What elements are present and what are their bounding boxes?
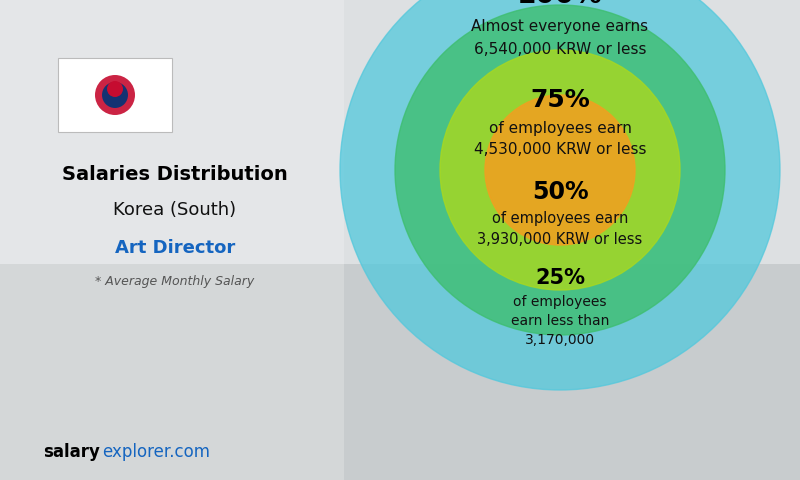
Text: * Average Monthly Salary: * Average Monthly Salary <box>95 276 254 288</box>
Text: explorer.com: explorer.com <box>102 443 210 461</box>
Bar <box>0 264 800 480</box>
Text: Almost everyone earns: Almost everyone earns <box>471 20 649 35</box>
Text: of employees earn: of employees earn <box>492 211 628 226</box>
Text: 75%: 75% <box>530 88 590 112</box>
Text: 3,170,000: 3,170,000 <box>525 333 595 347</box>
Bar <box>0 0 344 480</box>
Bar <box>0 0 800 264</box>
Circle shape <box>485 95 635 245</box>
Text: 50%: 50% <box>532 180 588 204</box>
FancyBboxPatch shape <box>58 58 172 132</box>
Text: Korea (South): Korea (South) <box>114 201 237 219</box>
Text: salary: salary <box>43 443 100 461</box>
Circle shape <box>440 50 680 290</box>
Text: 6,540,000 KRW or less: 6,540,000 KRW or less <box>474 43 646 58</box>
Text: Art Director: Art Director <box>115 239 235 257</box>
Circle shape <box>107 81 123 97</box>
Circle shape <box>95 75 135 115</box>
Circle shape <box>340 0 780 390</box>
Text: of employees earn: of employees earn <box>489 120 631 135</box>
Text: of employees: of employees <box>514 295 606 309</box>
Text: 25%: 25% <box>535 268 585 288</box>
Text: 3,930,000 KRW or less: 3,930,000 KRW or less <box>478 231 642 247</box>
Circle shape <box>395 5 725 335</box>
Circle shape <box>102 82 128 108</box>
Text: 4,530,000 KRW or less: 4,530,000 KRW or less <box>474 143 646 157</box>
Text: Salaries Distribution: Salaries Distribution <box>62 166 288 184</box>
Text: 100%: 100% <box>517 0 603 9</box>
Text: earn less than: earn less than <box>511 314 609 328</box>
